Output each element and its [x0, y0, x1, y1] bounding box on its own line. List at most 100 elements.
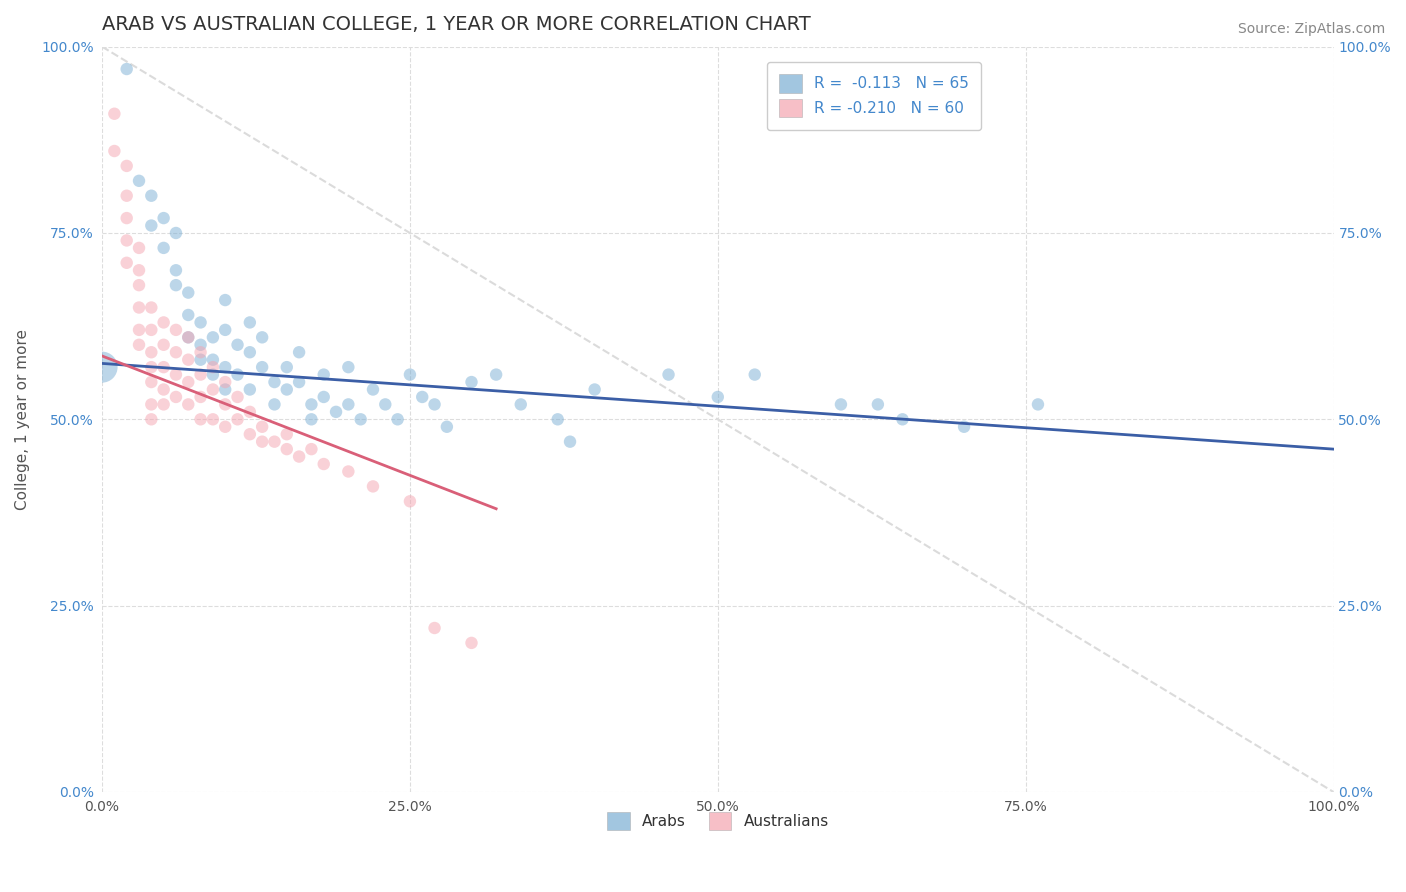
Point [190, 315, 212, 329]
Point [436, 419, 458, 434]
Point [141, 301, 163, 315]
Point [177, 375, 200, 389]
Point [141, 345, 163, 359]
Point [177, 285, 200, 300]
Point [657, 368, 679, 382]
Point [226, 412, 249, 426]
Point [103, 144, 125, 158]
Point [411, 390, 433, 404]
Point [141, 360, 163, 375]
Point [299, 442, 322, 457]
Point [214, 397, 236, 411]
Point [152, 383, 174, 397]
Point [239, 405, 262, 419]
Point [547, 412, 569, 426]
Point [190, 390, 212, 404]
Point [263, 397, 285, 411]
Point [214, 360, 236, 375]
Point [128, 338, 150, 352]
Point [250, 330, 273, 344]
Point [399, 494, 422, 508]
Point [128, 278, 150, 293]
Point [866, 397, 889, 411]
Point [115, 256, 138, 270]
Point [1026, 397, 1049, 411]
Point [337, 465, 360, 479]
Point [115, 211, 138, 225]
Point [288, 345, 311, 359]
Point [152, 241, 174, 255]
Point [165, 226, 187, 240]
Point [177, 330, 200, 344]
Point [165, 368, 187, 382]
Point [744, 368, 766, 382]
Point [128, 301, 150, 315]
Point [226, 390, 249, 404]
Point [165, 390, 187, 404]
Legend: Arabs, Australians: Arabs, Australians [600, 805, 835, 837]
Point [128, 174, 150, 188]
Point [350, 412, 373, 426]
Point [288, 450, 311, 464]
Point [276, 360, 298, 375]
Point [312, 368, 335, 382]
Point [152, 397, 174, 411]
Point [201, 330, 224, 344]
Point [141, 397, 163, 411]
Point [115, 159, 138, 173]
Point [263, 375, 285, 389]
Point [312, 457, 335, 471]
Point [152, 315, 174, 329]
Point [165, 278, 187, 293]
Point [361, 383, 384, 397]
Point [953, 419, 976, 434]
Text: Source: ZipAtlas.com: Source: ZipAtlas.com [1237, 22, 1385, 37]
Point [190, 345, 212, 359]
Point [214, 375, 236, 389]
Point [263, 434, 285, 449]
Point [423, 397, 446, 411]
Point [177, 330, 200, 344]
Point [177, 397, 200, 411]
Point [214, 293, 236, 307]
Text: ARAB VS AUSTRALIAN COLLEGE, 1 YEAR OR MORE CORRELATION CHART: ARAB VS AUSTRALIAN COLLEGE, 1 YEAR OR MO… [103, 15, 811, 34]
Point [239, 383, 262, 397]
Point [214, 419, 236, 434]
Point [423, 621, 446, 635]
Point [165, 323, 187, 337]
Point [115, 188, 138, 202]
Point [152, 211, 174, 225]
Point [177, 308, 200, 322]
Point [239, 315, 262, 329]
Point [190, 352, 212, 367]
Point [460, 636, 482, 650]
Point [509, 397, 531, 411]
Point [152, 360, 174, 375]
Point [558, 434, 581, 449]
Point [583, 383, 606, 397]
Point [152, 338, 174, 352]
Point [239, 345, 262, 359]
Point [141, 188, 163, 202]
Point [190, 338, 212, 352]
Point [103, 107, 125, 121]
Point [141, 219, 163, 233]
Point [177, 352, 200, 367]
Point [190, 368, 212, 382]
Point [399, 368, 422, 382]
Point [201, 352, 224, 367]
Point [239, 427, 262, 442]
Y-axis label: College, 1 year or more: College, 1 year or more [15, 329, 30, 510]
Point [707, 390, 730, 404]
Point [128, 323, 150, 337]
Point [201, 412, 224, 426]
Point [361, 479, 384, 493]
Point [91, 360, 114, 375]
Point [128, 241, 150, 255]
Point [250, 360, 273, 375]
Point [165, 263, 187, 277]
Point [226, 338, 249, 352]
Point [250, 419, 273, 434]
Point [141, 412, 163, 426]
Point [201, 360, 224, 375]
